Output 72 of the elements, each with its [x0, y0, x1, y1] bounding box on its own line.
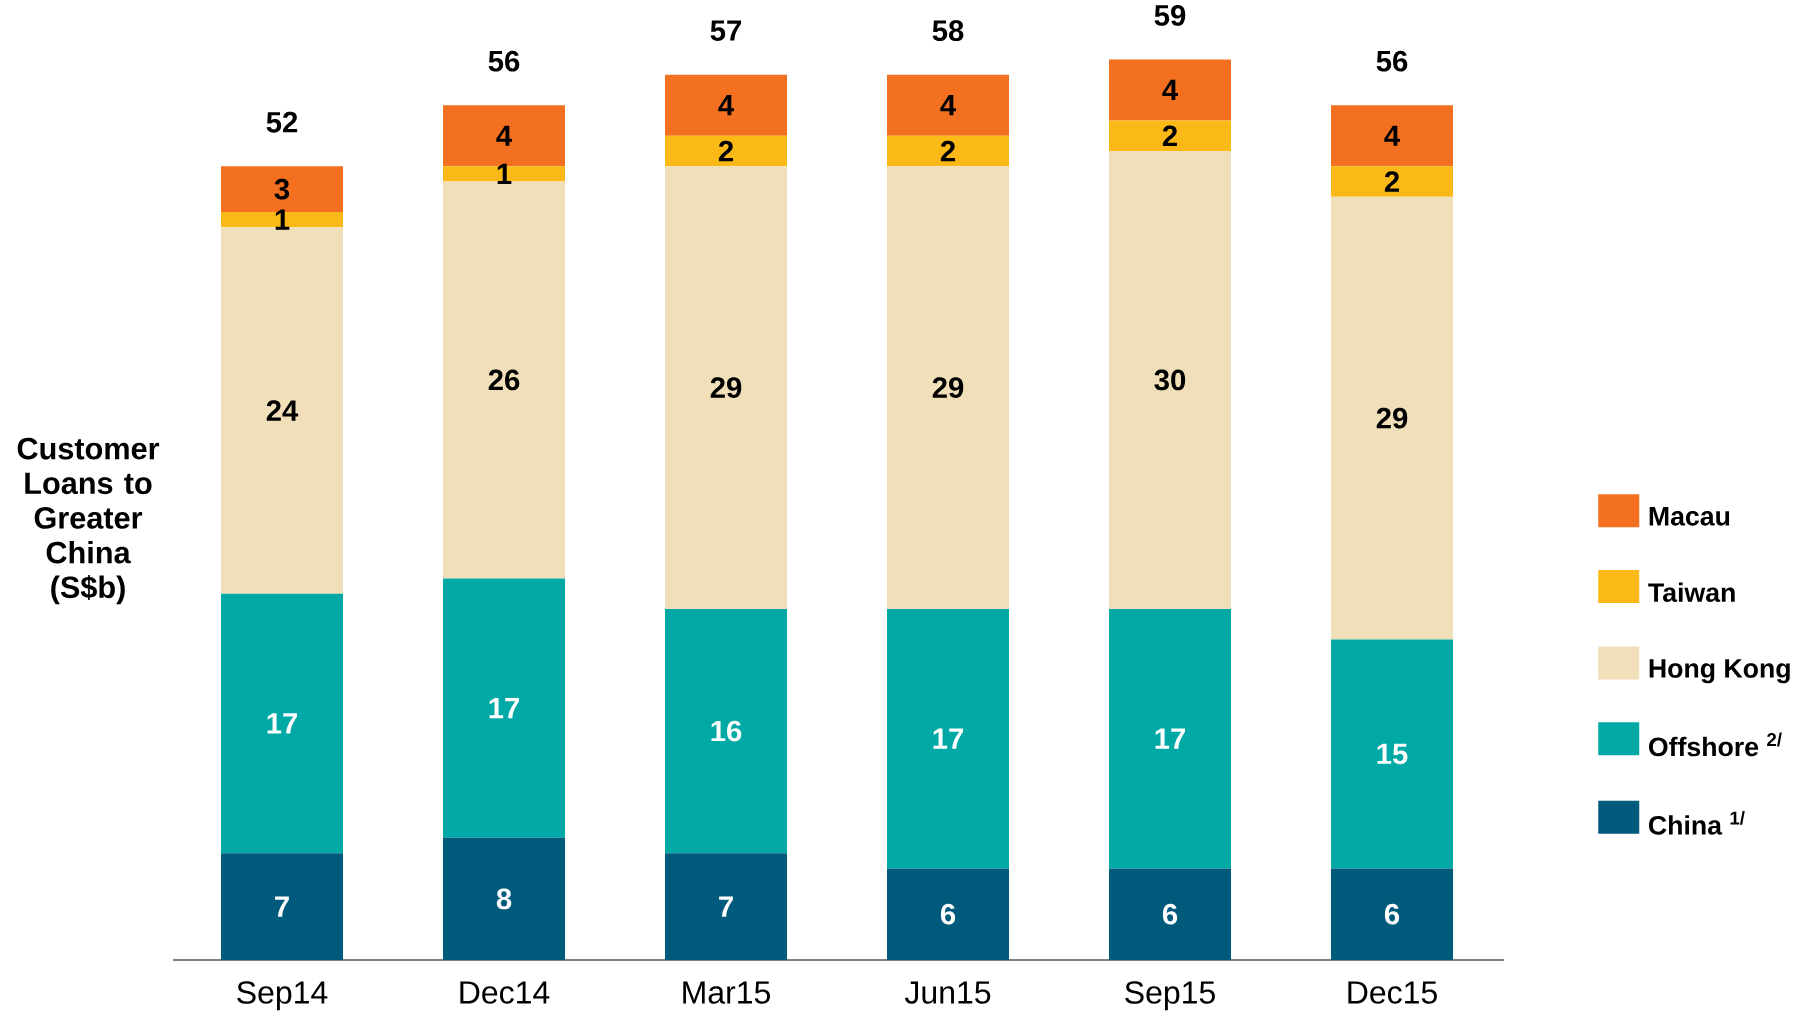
legend-label: Offshore $^{2/}$: [1649, 732, 1782, 757]
legend-label: Macau: [1649, 507, 1730, 526]
data-label: 8: [496, 888, 512, 910]
x-tick-label: Sep14: [237, 981, 328, 1011]
data-label: 2: [940, 140, 955, 162]
x-tick-label: Jun15: [904, 981, 991, 1004]
bar: [887, 135, 1010, 167]
data-label: 30: [1154, 369, 1186, 391]
bar: [665, 135, 788, 167]
data-label: 17: [1155, 728, 1186, 749]
data-label: 24: [266, 400, 299, 421]
total-label: 57: [710, 20, 742, 41]
bar: [887, 868, 1010, 960]
bar: [887, 74, 1010, 136]
data-label: 4: [940, 95, 957, 116]
bar: [887, 166, 1010, 609]
data-label: 2: [718, 140, 733, 162]
bar: [1331, 105, 1454, 167]
bar: [665, 166, 788, 609]
data-label: 17: [933, 728, 964, 749]
bar: [665, 608, 788, 854]
bar: [665, 74, 788, 136]
total-label: 59: [1154, 5, 1186, 26]
x-tick-label: Sep15: [1125, 981, 1215, 1011]
data-label: 3: [274, 178, 290, 200]
legend-label: China $^{1/}$: [1649, 810, 1745, 835]
data-label: 6: [1384, 903, 1400, 925]
data-label: 2: [1162, 125, 1177, 146]
data-label: 6: [940, 903, 956, 925]
bar: [665, 853, 788, 960]
bar: [1109, 868, 1232, 960]
data-label: 17: [267, 713, 298, 734]
total-label: 52: [266, 111, 298, 133]
data-label: 4: [1162, 79, 1179, 101]
data-label: 29: [932, 377, 964, 398]
data-label: 4: [718, 95, 735, 116]
data-label: 29: [710, 377, 742, 398]
data-label: 15: [1377, 743, 1408, 765]
bar: [1109, 150, 1232, 609]
data-label: 7: [719, 896, 733, 917]
bar: [1331, 868, 1454, 960]
data-label: 16: [711, 720, 742, 742]
total-label: 58: [932, 20, 964, 42]
data-label: 26: [488, 369, 520, 391]
data-label: 1: [275, 209, 290, 230]
data-label: 17: [489, 698, 520, 719]
bar: [1109, 608, 1232, 869]
x-tick-label: Dec15: [1348, 981, 1437, 1004]
data-label: 6: [1162, 903, 1178, 925]
total-label: 56: [488, 50, 520, 72]
data-label: 29: [1376, 407, 1408, 429]
bar: [443, 837, 566, 960]
bar: [1331, 196, 1454, 640]
bar: [221, 853, 344, 960]
x-tick-label: Dec14: [460, 981, 550, 1004]
bar: [221, 593, 344, 854]
bar: [1109, 59, 1232, 121]
bar: [1331, 639, 1454, 869]
data-label: 1: [497, 163, 512, 184]
data-label: 7: [275, 896, 289, 917]
bar: [1109, 120, 1232, 151]
x-tick-label: Mar15: [683, 981, 771, 1004]
data-label: 2: [1384, 171, 1399, 192]
data-label: 4: [1384, 125, 1401, 146]
total-label: 56: [1376, 50, 1408, 72]
legend-label: Hong Kong: [1649, 659, 1790, 684]
bar: [887, 608, 1010, 869]
bar: [1331, 166, 1454, 197]
legend-label: Taiwan: [1648, 582, 1735, 603]
bar: [443, 578, 566, 838]
y-axis-title: Customer Loans to Greater China (S$b): [17, 437, 160, 605]
data-label: 4: [496, 125, 513, 146]
